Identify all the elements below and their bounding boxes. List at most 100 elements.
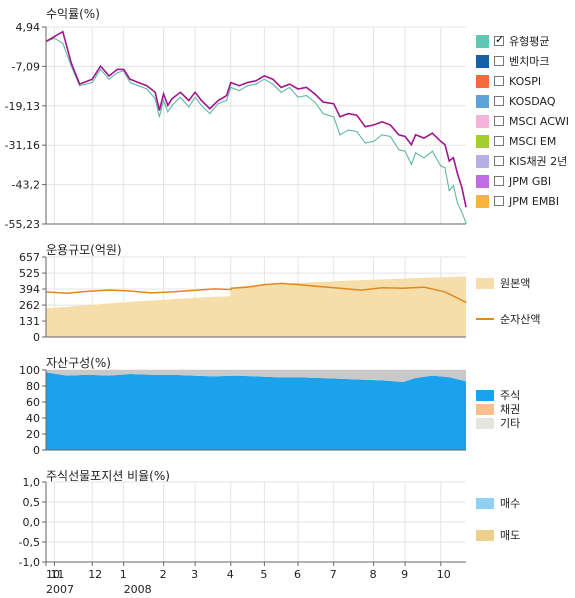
y-tick-label: 131: [19, 315, 40, 328]
net-assets-point: [192, 289, 194, 292]
net-assets-point: [213, 288, 215, 290]
returns-point: [209, 112, 211, 115]
returns-point: [226, 94, 228, 97]
returns-point: [305, 86, 307, 88]
x-tick-label-2: 2: [160, 568, 167, 581]
returns-point: [137, 81, 139, 84]
returns-point: [280, 91, 282, 93]
stock-area: [46, 372, 466, 450]
legend-label: 벤치마크: [509, 55, 550, 68]
x-tick-label-1: 1: [120, 568, 127, 581]
legend-checkbox[interactable]: [494, 136, 504, 146]
asset-mix-legend-item: 주식: [476, 388, 520, 402]
returns-point: [356, 114, 358, 116]
legend-label: 순자산액: [500, 313, 541, 326]
returns-point: [410, 144, 412, 146]
legend-label: 주식: [500, 389, 521, 402]
returns-point: [448, 189, 450, 192]
returns-point: [217, 99, 219, 102]
legend-checkbox[interactable]: [494, 76, 504, 86]
returns-point: [53, 36, 56, 38]
returns-point: [188, 106, 190, 108]
returns-point: [100, 68, 102, 70]
legend-line-swatch: [476, 318, 494, 320]
net-assets-point: [465, 301, 467, 303]
returns-point: [79, 83, 81, 85]
chart-title-3: 주식선물포지션 비율(%): [46, 469, 170, 483]
returns-point: [381, 121, 383, 123]
y-tick-label: 60: [26, 396, 40, 409]
returns-point: [289, 83, 291, 85]
returns-point: [431, 150, 433, 152]
year-label-2007: 2007: [46, 583, 74, 596]
legend-label: 채권: [500, 403, 521, 416]
returns-point: [347, 129, 349, 131]
returns-point: [465, 206, 467, 208]
returns-point: [179, 91, 181, 93]
legend-area-swatch: [476, 277, 494, 289]
legend-checkbox[interactable]: [494, 33, 504, 46]
returns-point: [263, 75, 265, 77]
legend-checkbox[interactable]: [494, 56, 504, 66]
returns-point: [423, 157, 425, 159]
returns-point: [100, 65, 102, 67]
returns-point: [423, 137, 425, 139]
legend-swatch: [476, 94, 489, 108]
net-assets-point: [360, 289, 362, 291]
returns-point: [440, 165, 442, 167]
returns-point: [108, 75, 110, 77]
legend-label: 원본액: [500, 277, 531, 290]
legend-checkbox[interactable]: [494, 176, 504, 186]
net-assets-point: [444, 291, 446, 293]
returns-point: [129, 81, 131, 84]
principal-area: [46, 276, 466, 337]
legend-checkbox[interactable]: [494, 96, 504, 106]
returns-point: [305, 94, 307, 97]
returns-point: [53, 37, 56, 39]
returns-point: [230, 81, 232, 84]
returns-point: [461, 186, 463, 188]
returns-point: [255, 83, 257, 85]
returns-point: [389, 135, 391, 138]
chart-title-1: 운용규모(억원): [46, 243, 122, 257]
net-assets-point: [150, 292, 152, 294]
legend-checkbox[interactable]: [494, 156, 504, 166]
returns-point: [123, 68, 125, 70]
returns-point: [129, 78, 131, 80]
returns-point: [457, 203, 459, 205]
y-tick-label: -1,0: [19, 556, 40, 569]
returns-legend-item: 벤치마크: [476, 54, 549, 68]
returns-series-fund-line: [45, 30, 467, 208]
returns-point: [461, 211, 463, 213]
returns-point: [289, 86, 291, 88]
y-tick-label: 0,5: [23, 496, 41, 509]
returns-point: [381, 134, 383, 136]
y-tick-label: 657: [19, 251, 40, 264]
returns-point: [91, 81, 93, 84]
legend-swatch: [476, 34, 489, 48]
returns-point: [444, 144, 446, 146]
returns-point: [200, 99, 202, 102]
returns-legend-item: KIS채권 2년: [476, 154, 567, 168]
returns-point: [79, 85, 81, 87]
returns-point: [415, 152, 417, 154]
returns-point: [247, 85, 249, 87]
legend-checkbox[interactable]: [494, 196, 504, 206]
returns-legend-item: JPM GBI: [476, 174, 551, 188]
returns-point: [373, 124, 375, 126]
returns-point: [333, 103, 335, 105]
returns-point: [209, 108, 211, 110]
returns-point: [322, 112, 324, 115]
returns-point: [158, 116, 160, 118]
asset-mix-legend-item: 채권: [476, 402, 520, 416]
returns-point: [230, 86, 232, 88]
y-tick-label: 1,0: [23, 476, 41, 489]
x-tick-label-3: 3: [191, 568, 198, 581]
net-assets-point: [381, 287, 383, 289]
y-tick-label: -55,23: [5, 218, 40, 231]
legend-checkbox[interactable]: [494, 116, 504, 126]
returns-point: [62, 42, 64, 44]
y-tick-label: -43,2: [12, 179, 40, 192]
returns-point: [194, 96, 196, 98]
returns-point: [333, 116, 335, 118]
